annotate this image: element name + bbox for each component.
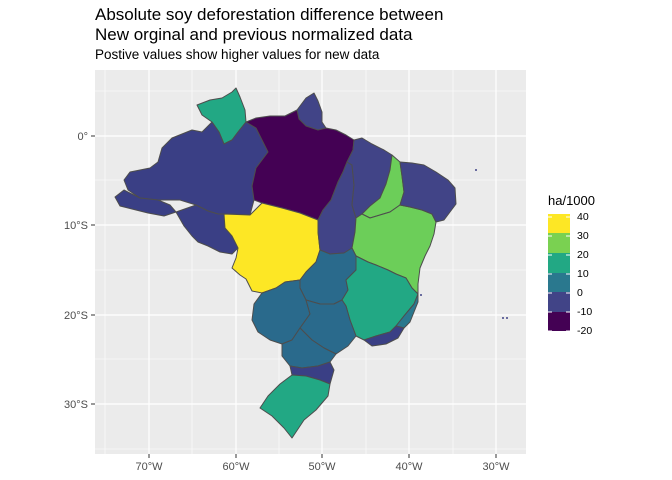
legend-labels: 40 30 20 10 0 -10 -20 xyxy=(577,211,592,337)
legend-colorbar xyxy=(548,214,570,331)
title-line-2: New orginal and previous normalized data xyxy=(95,25,413,44)
legend-ticks xyxy=(548,216,570,332)
legend-swatch xyxy=(548,273,570,292)
states xyxy=(114,87,457,439)
legend-label: 10 xyxy=(577,268,589,280)
legend-label: 20 xyxy=(577,249,589,261)
legend-swatch xyxy=(548,214,570,233)
map-subtitle: Postive values show higher values for ne… xyxy=(95,47,380,62)
legend-label: 0 xyxy=(577,287,583,299)
title-line-1: Absolute soy deforestation difference be… xyxy=(95,5,444,24)
x-tick-label: 50°W xyxy=(308,461,336,473)
y-tick-label: 0° xyxy=(77,131,88,143)
legend-swatch xyxy=(548,253,570,273)
legend-label: 30 xyxy=(577,230,589,242)
region-rio-grande-do-sul xyxy=(259,374,331,439)
region-rio-de-janeiro xyxy=(363,325,405,347)
y-tick-label: 10°S xyxy=(64,220,88,232)
legend-label: -10 xyxy=(577,306,592,318)
map-title: Absolute soy deforestation difference be… xyxy=(95,5,443,45)
x-axis-labels: 70°W 60°W 50°W 40°W 30°W xyxy=(135,461,510,473)
legend-title: ha/1000 xyxy=(548,193,595,208)
legend-label: 40 xyxy=(577,211,589,223)
region-parana xyxy=(281,327,337,369)
y-tick-label: 20°S xyxy=(64,310,88,322)
islands xyxy=(420,169,508,319)
legend-swatch xyxy=(548,312,570,331)
region-northeast xyxy=(399,161,457,223)
x-tick-label: 40°W xyxy=(395,461,423,473)
legend-swatch xyxy=(548,233,570,253)
axis-ticks xyxy=(91,135,497,458)
x-tick-label: 30°W xyxy=(482,461,510,473)
y-axis-labels: 0° 10°S 20°S 30°S xyxy=(64,131,88,411)
x-tick-label: 70°W xyxy=(135,461,163,473)
x-tick-label: 60°W xyxy=(222,461,250,473)
y-tick-label: 30°S xyxy=(64,399,88,411)
legend-swatch xyxy=(548,292,570,312)
legend-label: -20 xyxy=(577,325,592,337)
